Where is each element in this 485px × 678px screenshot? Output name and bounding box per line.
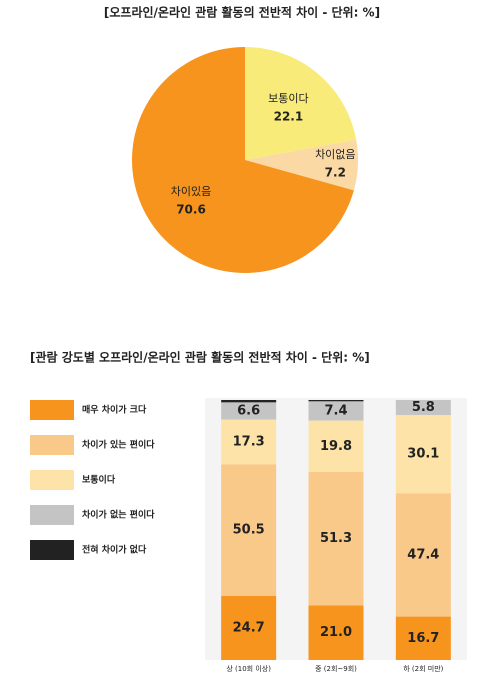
- bar-value: 50.5: [233, 523, 265, 538]
- legend-label: 전혀 차이가 없다: [82, 544, 147, 556]
- bar-value: 6.6: [237, 403, 260, 418]
- bar-value: 17.3: [233, 434, 265, 449]
- legend-label: 매우 차이가 크다: [82, 404, 147, 416]
- bar-segment: [221, 419, 277, 465]
- bar-segment: [221, 402, 277, 420]
- slice-value: 70.6: [176, 202, 206, 216]
- x-tick-label: 상 (10회 이상): [226, 664, 271, 673]
- legend-swatch: [30, 400, 74, 420]
- bar-segment: [221, 400, 277, 403]
- bar-value: 5.8: [412, 400, 435, 415]
- pie-slice: [245, 139, 358, 191]
- bar-value: 30.1: [407, 447, 439, 462]
- bar-segment: [395, 400, 451, 416]
- legend-swatch: [30, 505, 74, 525]
- slice-label: 차이없음: [315, 148, 355, 161]
- bar-segment: [395, 493, 451, 617]
- x-tick-label: 하 (2회 미만): [403, 664, 443, 673]
- bar-segment: [308, 420, 364, 473]
- bar-segment: [308, 401, 364, 421]
- legend-swatch: [30, 470, 74, 490]
- x-tick-label: 중 (2회~9회): [315, 665, 357, 673]
- legend-label: 보통이다: [82, 474, 116, 486]
- bar-segment: [221, 464, 277, 596]
- pie-slice: [132, 47, 354, 273]
- slice-value: 22.1: [274, 109, 304, 123]
- bar-value: 19.8: [320, 439, 352, 454]
- bar-value: 47.4: [407, 547, 439, 562]
- slice-label: 보통이다: [268, 92, 308, 105]
- slice-label: 차이있음: [171, 185, 211, 198]
- bar-title: [관람 강도별 오프라인/온라인 관람 활동의 전반적 차이 - 단위: %]: [30, 350, 370, 365]
- pie-title: [오프라인/온라인 관람 활동의 전반적 차이 - 단위: %]: [104, 5, 380, 20]
- bar-value: 21.0: [320, 625, 352, 640]
- bar-value: 24.7: [233, 620, 265, 635]
- bar-segment: [308, 400, 364, 402]
- bar-value: 7.4: [324, 403, 347, 418]
- legend-swatch: [30, 435, 74, 455]
- bar-segment: [395, 415, 451, 494]
- bar-segment: [308, 605, 364, 660]
- pie-slice: [245, 47, 357, 160]
- slice-value: 7.2: [325, 166, 346, 180]
- bar-segment: [395, 616, 451, 660]
- legend-label: 차이가 있는 편이다: [82, 439, 155, 451]
- bar-segment: [308, 472, 364, 606]
- bar-segment: [221, 595, 277, 660]
- bar-value: 51.3: [320, 531, 352, 546]
- legend-label: 차이가 없는 편이다: [82, 509, 155, 521]
- legend-swatch: [30, 540, 74, 560]
- bar-value: 16.7: [407, 631, 439, 646]
